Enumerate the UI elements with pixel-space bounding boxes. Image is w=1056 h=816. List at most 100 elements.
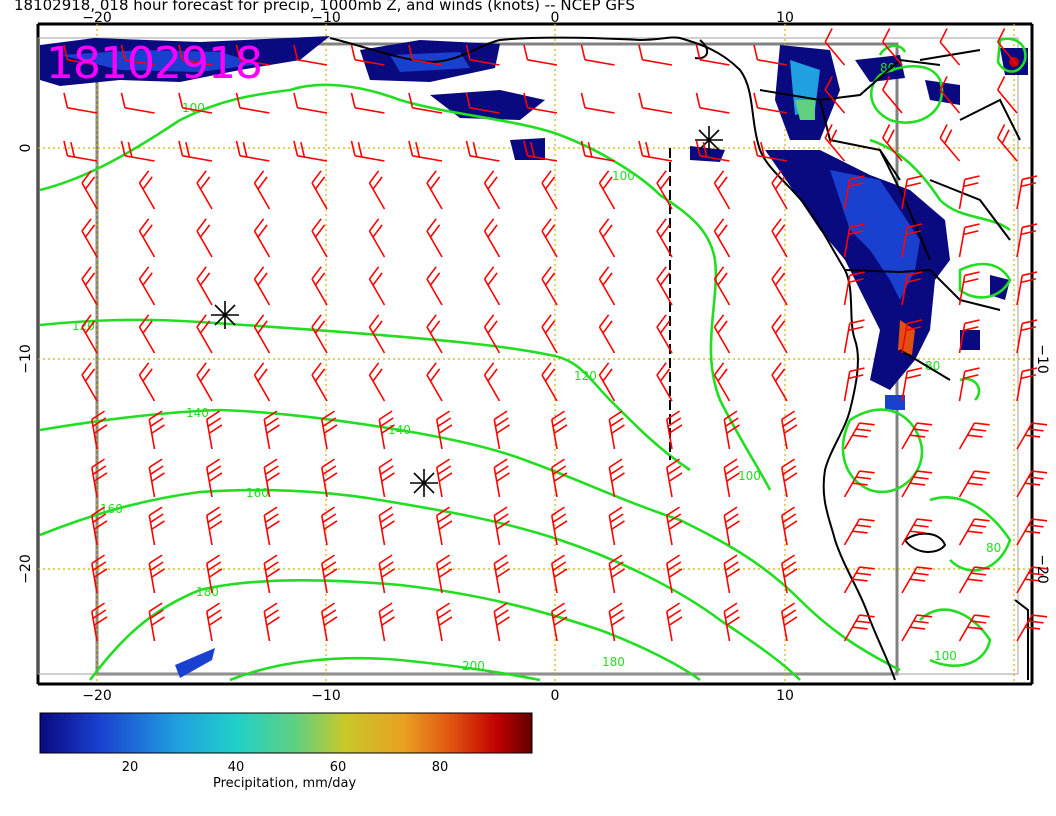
wind-barb	[91, 410, 108, 450]
wind-barb	[378, 506, 395, 546]
wind-barb	[608, 410, 625, 450]
wind-barb	[426, 266, 443, 306]
wind-barb	[178, 140, 213, 162]
wind-barb	[843, 470, 875, 498]
wind-barb	[368, 170, 386, 210]
wind-barb	[551, 458, 568, 498]
wind-barb	[608, 458, 625, 498]
wind-barb	[321, 506, 338, 546]
wind-barb	[551, 554, 568, 594]
wind-barb	[580, 92, 615, 114]
wind-barb	[843, 223, 865, 258]
lon-label: −10	[311, 10, 341, 26]
wind-barb	[253, 170, 271, 210]
wind-barb	[311, 218, 328, 258]
wind-barb	[408, 44, 443, 66]
wind-barb	[91, 554, 108, 594]
wind-barb	[350, 44, 385, 66]
wind-barb	[901, 566, 933, 594]
wind-barb	[695, 140, 730, 162]
wind-barb	[138, 266, 156, 306]
wind-barb	[63, 44, 98, 66]
wind-barb	[206, 602, 223, 642]
wind-barb	[541, 362, 558, 402]
wind-barb	[235, 92, 270, 114]
wind-barb	[608, 554, 625, 594]
wind-barb	[350, 92, 385, 114]
wind-barb	[426, 362, 443, 402]
asterisk-markers	[211, 126, 723, 497]
wind-barb	[368, 362, 386, 402]
lat-label: 0	[18, 144, 34, 153]
wind-barb	[638, 44, 673, 66]
date-stamp: 18102918	[46, 38, 263, 89]
colorbar-label: Precipitation, mm/day	[213, 776, 357, 791]
wind-barb	[321, 554, 338, 594]
wind-barb	[958, 614, 990, 642]
wind-barb	[551, 506, 568, 546]
lat-label: −20	[18, 554, 34, 584]
wind-barb	[541, 266, 558, 306]
wind-barb	[541, 170, 558, 210]
wind-barb	[148, 554, 165, 594]
wind-barb	[843, 518, 875, 546]
wind-barb	[206, 458, 223, 498]
wind-barb	[939, 124, 961, 162]
wind-barb	[263, 602, 280, 642]
wind-barb	[263, 506, 280, 546]
wind-barb	[138, 314, 156, 354]
wind-barb	[523, 140, 558, 162]
wind-barb	[483, 218, 501, 258]
wind-barb	[138, 362, 156, 402]
wind-barb	[551, 410, 568, 450]
wind-barb	[753, 44, 788, 66]
wind-barb	[1016, 175, 1038, 210]
colorbar-gradient	[39, 712, 533, 754]
contour-label: 140	[388, 423, 411, 437]
wind-barb	[771, 266, 788, 306]
wind-barb	[824, 76, 846, 114]
wind-barb	[598, 170, 616, 210]
wind-barb	[541, 314, 558, 354]
wind-barb	[901, 223, 923, 258]
wind-barb	[843, 422, 875, 450]
contour-160	[39, 488, 801, 681]
wind-barb	[958, 319, 980, 354]
wind-barb	[713, 314, 731, 354]
wind-barb	[843, 271, 865, 306]
wind-barb	[695, 44, 730, 66]
wind-barb	[263, 458, 280, 498]
wind-barb	[656, 218, 673, 258]
wind-barb	[81, 362, 98, 402]
wind-barb	[91, 602, 108, 642]
wind-barb	[656, 170, 673, 210]
wind-barb	[713, 362, 731, 402]
wind-barb	[368, 314, 386, 354]
wind-barb	[148, 410, 165, 450]
wind-barb	[138, 218, 156, 258]
top-lon-labels: −20 −10 0 10	[82, 10, 794, 26]
wind-barb	[206, 506, 223, 546]
wind-barb	[580, 140, 615, 162]
contour-120	[39, 318, 691, 472]
wind-barb	[781, 554, 798, 594]
wind-barb	[598, 266, 616, 306]
wind-barb	[824, 124, 846, 162]
wind-barb	[293, 92, 328, 114]
wind-barb	[63, 92, 98, 114]
wind-barb	[378, 410, 395, 450]
wind-barb	[408, 92, 443, 114]
wind-barb	[378, 602, 395, 642]
wind-barb	[81, 170, 98, 210]
wind-barb	[196, 218, 213, 258]
wind-barb	[206, 554, 223, 594]
contour-200	[229, 656, 541, 682]
coast-west-africa	[329, 36, 896, 681]
wind-barb	[958, 175, 980, 210]
wind-barb	[824, 28, 846, 66]
wind-barb	[901, 614, 933, 642]
contour-label: 180	[602, 655, 625, 669]
wind-barb	[608, 602, 625, 642]
wind-barb	[263, 554, 280, 594]
contour-100-north	[39, 83, 772, 491]
